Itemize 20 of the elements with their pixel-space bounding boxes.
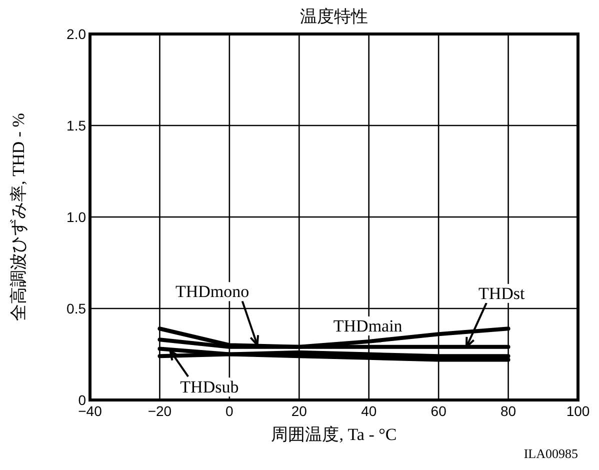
x-tick-label: 60 xyxy=(430,403,447,419)
y-tick-label: 1.0 xyxy=(66,209,86,225)
y-tick-label: 0.5 xyxy=(66,300,86,316)
x-axis-title: 周囲温度, Ta - °C xyxy=(271,425,397,444)
x-tick-label: 20 xyxy=(291,403,308,419)
text: ILA00985 xyxy=(524,446,578,461)
y-tick-label: 2.0 xyxy=(66,26,86,42)
annotation: THDst xyxy=(478,284,526,303)
y-tick-label: 0 xyxy=(78,392,86,408)
annotation: THDmono xyxy=(175,282,250,302)
x-tick-label: 100 xyxy=(566,403,590,419)
x-tick-label: 40 xyxy=(361,403,377,419)
annotation: THDsub xyxy=(180,378,239,397)
y-tick-label: 1.5 xyxy=(66,118,86,134)
chart-title: 温度特性 xyxy=(300,7,368,26)
annotation: THDmain xyxy=(333,316,403,336)
y-axis-title: 全高調波ひずみ率, THD - % xyxy=(9,113,28,321)
x-tick-label: −20 xyxy=(148,403,172,419)
x-tick-label: 80 xyxy=(500,403,516,419)
x-tick-label: 0 xyxy=(226,403,234,419)
